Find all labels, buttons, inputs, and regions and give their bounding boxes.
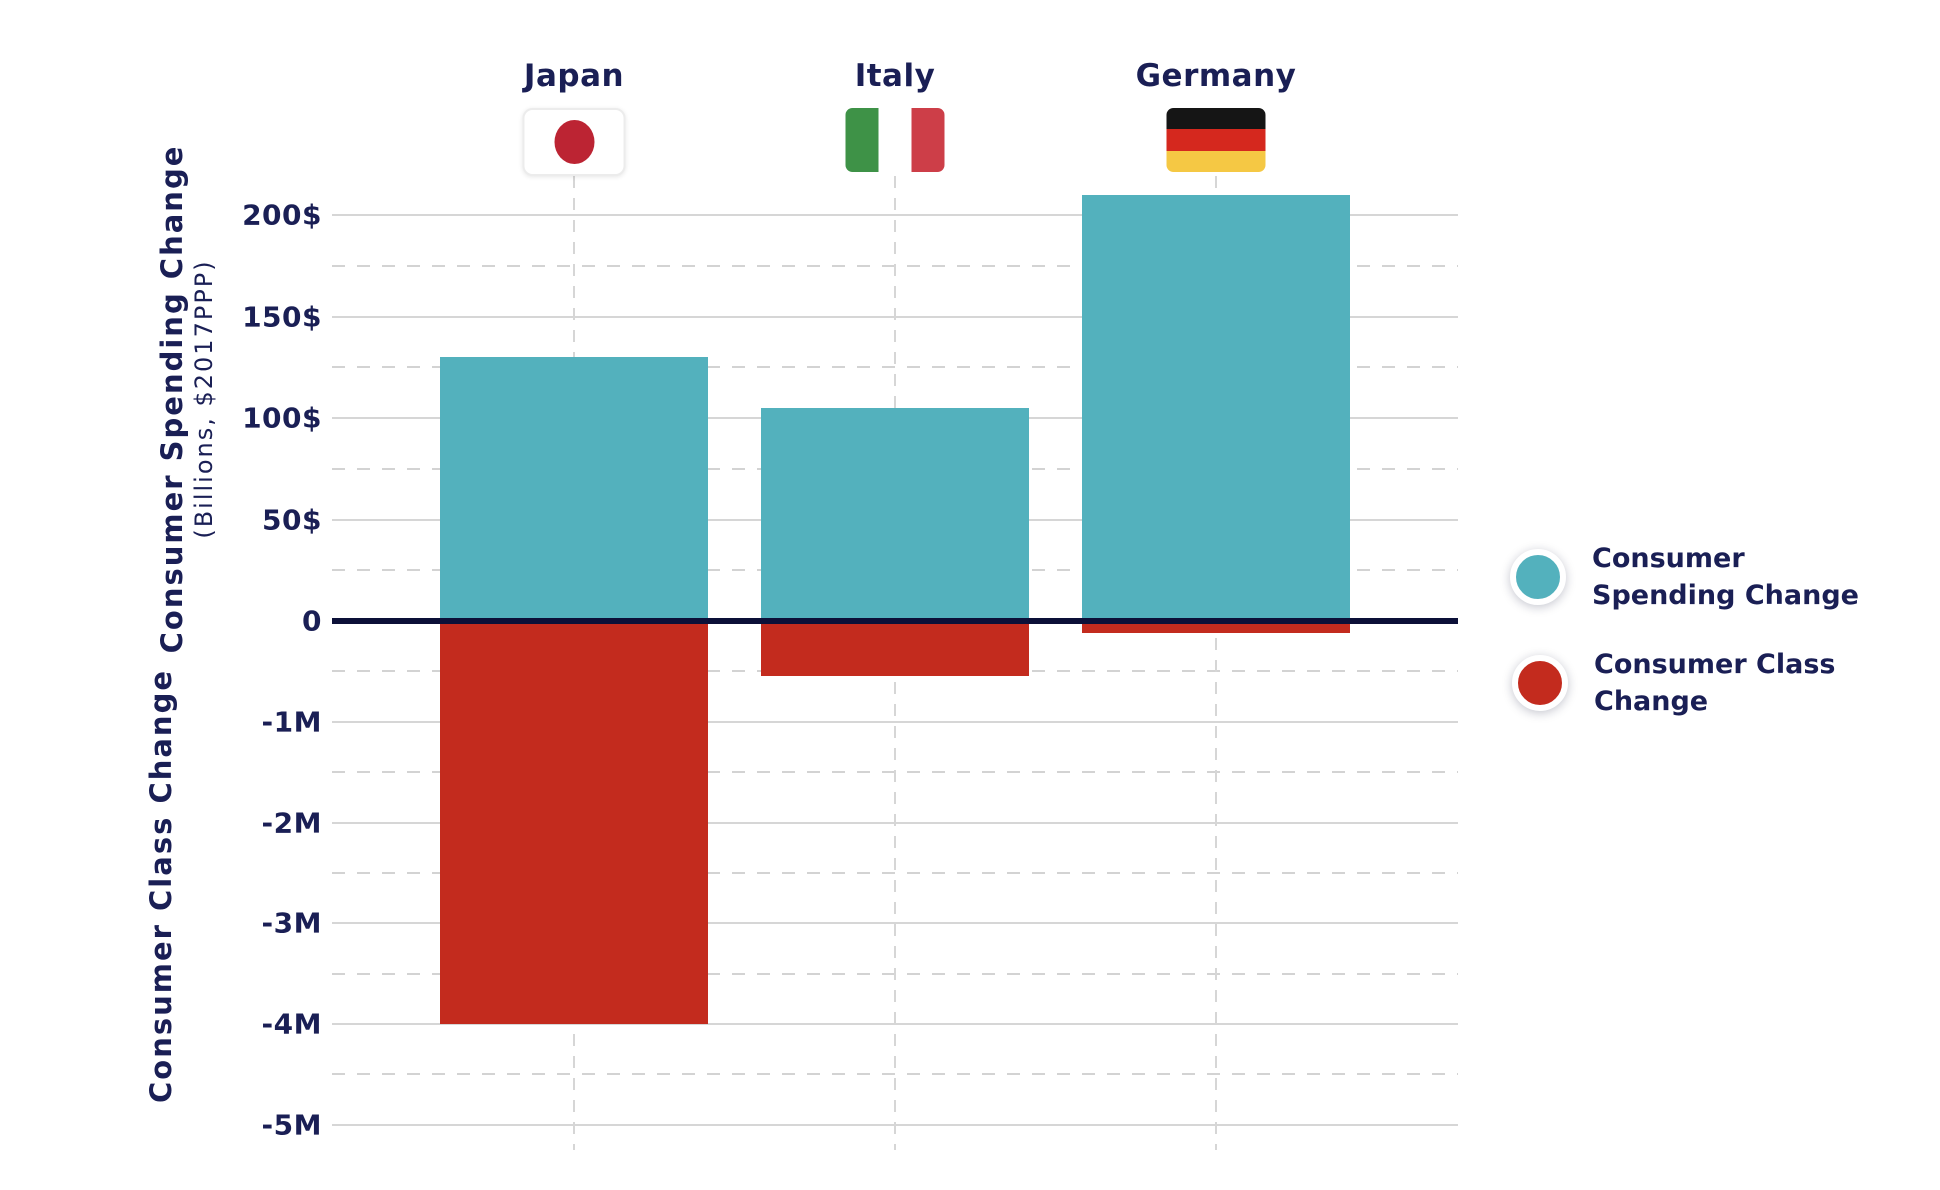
legend-label-class: Consumer Class Change: [1594, 646, 1835, 720]
category-line-germany: [1215, 176, 1217, 1150]
bar-class-japan: [440, 621, 708, 1024]
legend-label-spending: Consumer Spending Change: [1592, 540, 1859, 614]
legend-label-spending-line2: Spending Change: [1592, 580, 1859, 611]
flag-japan-disc: [554, 120, 594, 164]
zero-baseline: [332, 618, 1458, 624]
tick-label--5M: -5M: [261, 1108, 322, 1142]
flag-germany-stripe-2: [1166, 150, 1266, 172]
tick-label-150$: 150$: [242, 300, 322, 333]
flag-germany-icon: [1166, 108, 1266, 172]
tick-label-100$: 100$: [242, 401, 322, 435]
country-label-italy: Italy: [854, 58, 936, 94]
country-label-germany: Germany: [1135, 58, 1297, 94]
legend-label-spending-line1: Consumer: [1592, 543, 1745, 574]
flag-japan-icon: [522, 108, 626, 176]
flag-italy-stripe-0: [845, 108, 879, 172]
legend-dot-spending: [1510, 549, 1566, 605]
legend-item-class: Consumer Class Change: [1512, 646, 1835, 720]
flag-italy-stripe-1: [878, 108, 912, 172]
bar-spending-germany: [1082, 194, 1350, 621]
tick-label-0: 0: [302, 604, 322, 638]
tick-label-50$: 50$: [262, 503, 322, 536]
tick-label--3M: -3M: [261, 906, 322, 940]
bar-class-italy: [761, 621, 1029, 677]
flag-italy-stripe-2: [911, 108, 945, 172]
tick-label-200$: 200$: [242, 198, 322, 232]
flag-germany-stripe-0: [1166, 108, 1266, 130]
tick-label--1M: -1M: [261, 705, 322, 739]
legend-dot-class: [1512, 655, 1568, 711]
legend-item-spending: Consumer Spending Change: [1510, 540, 1859, 614]
country-headers: Japan Italy Germany: [0, 0, 1940, 200]
flag-italy-icon: [845, 108, 945, 172]
bar-spending-japan: [440, 357, 708, 621]
bar-class-germany: [1082, 621, 1350, 634]
flag-germany-stripe-1: [1166, 129, 1266, 151]
country-label-japan: Japan: [523, 58, 625, 94]
legend-label-class-line1: Consumer Class: [1594, 649, 1836, 680]
legend-label-class-line2: Change: [1594, 686, 1709, 717]
tick-label--2M: -2M: [261, 806, 322, 839]
tick-label--4M: -4M: [261, 1007, 322, 1041]
bar-spending-italy: [761, 407, 1029, 621]
